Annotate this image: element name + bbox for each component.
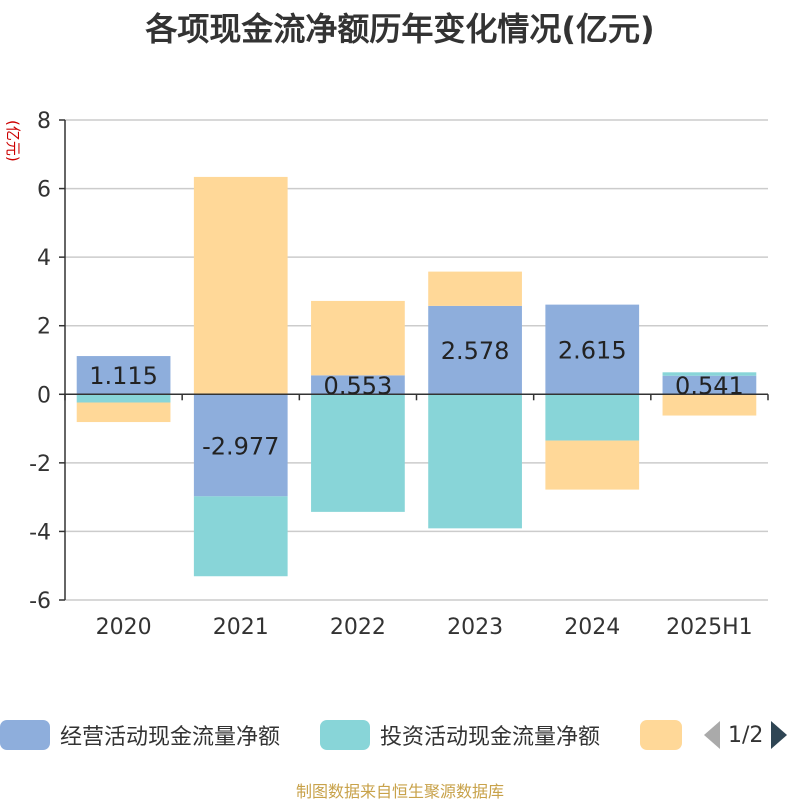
legend-swatch-operating [0, 720, 50, 750]
chart-title: 各项现金流净额历年变化情况(亿元) [145, 10, 655, 48]
data-labels: 1.115 -2.977 0.553 2.578 2.615 0.541 [89, 336, 744, 460]
data-label: 0.541 [675, 372, 744, 400]
bar-series0-2022[interactable] [311, 375, 405, 395]
legend-item-operating[interactable]: 经营活动现金流量净额 [0, 718, 280, 752]
data-label: 2.615 [558, 336, 627, 364]
bar-series0-2023[interactable] [428, 305, 522, 395]
y-tick-label: -2 [29, 452, 51, 477]
y-tick-label: 6 [37, 178, 51, 203]
bar-series0-2020[interactable] [76, 356, 171, 395]
bar-series1-2025H1[interactable] [662, 372, 757, 376]
bar-series1-2021[interactable] [193, 496, 288, 577]
bar-series0-2025H1[interactable] [662, 375, 757, 395]
legend-item-third[interactable] [640, 718, 682, 752]
axes: -6 -4 -2 0 2 4 6 8 2020 2021 2022 2023 2024 2025H1 [29, 109, 769, 640]
legend-pager: 1/2 [704, 718, 788, 752]
legend-label-investing: 投资活动现金流量净额 [380, 725, 601, 750]
bar-series1-2022[interactable] [311, 394, 405, 512]
y-tick-label: -6 [29, 589, 51, 614]
legend: 经营活动现金流量净额 投资活动现金流量净额 1/2 [0, 718, 800, 752]
bar-series0-2024[interactable] [545, 304, 640, 395]
bar-series1-2024[interactable] [545, 394, 640, 441]
legend-swatch-third [640, 720, 682, 750]
bar-series2-2021[interactable] [193, 176, 288, 395]
x-tick-label: 2024 [564, 615, 620, 640]
y-axis-unit: (亿元) [4, 120, 22, 162]
legend-swatch-investing [320, 720, 370, 750]
x-tick-label: 2020 [96, 615, 152, 640]
bar-series0-2021[interactable] [193, 394, 288, 497]
legend-next-icon[interactable] [771, 721, 788, 749]
y-tick-label: 0 [37, 383, 51, 408]
bar-series2-2025H1[interactable] [662, 394, 757, 416]
x-tick-label: 2023 [447, 615, 503, 640]
data-label: 1.115 [89, 362, 158, 390]
bars [76, 176, 757, 577]
x-tick-label: 2021 [213, 615, 269, 640]
legend-page-indicator: 1/2 [728, 722, 764, 748]
y-tick-label: 2 [37, 315, 51, 340]
legend-prev-icon[interactable] [704, 721, 720, 749]
bar-series1-2020[interactable] [76, 394, 171, 403]
data-label: 2.578 [441, 337, 510, 365]
bar-series2-2024[interactable] [545, 440, 640, 490]
data-label: -2.977 [202, 432, 279, 460]
y-tick-label: 4 [37, 246, 51, 271]
y-tick-label: -4 [29, 520, 51, 545]
bar-series2-2022[interactable] [311, 300, 405, 376]
source-note: 制图数据来自恒生聚源数据库 [295, 782, 504, 801]
x-tick-label: 2022 [330, 615, 386, 640]
bar-series2-2020[interactable] [76, 402, 171, 423]
legend-item-investing[interactable]: 投资活动现金流量净额 [320, 718, 600, 752]
x-tick-label: 2025H1 [666, 615, 753, 640]
data-label: 0.553 [324, 372, 393, 400]
legend-label-operating: 经营活动现金流量净额 [60, 725, 281, 750]
y-tick-label: 8 [37, 109, 51, 134]
bar-series1-2023[interactable] [428, 394, 522, 529]
bar-series2-2023[interactable] [428, 271, 522, 306]
